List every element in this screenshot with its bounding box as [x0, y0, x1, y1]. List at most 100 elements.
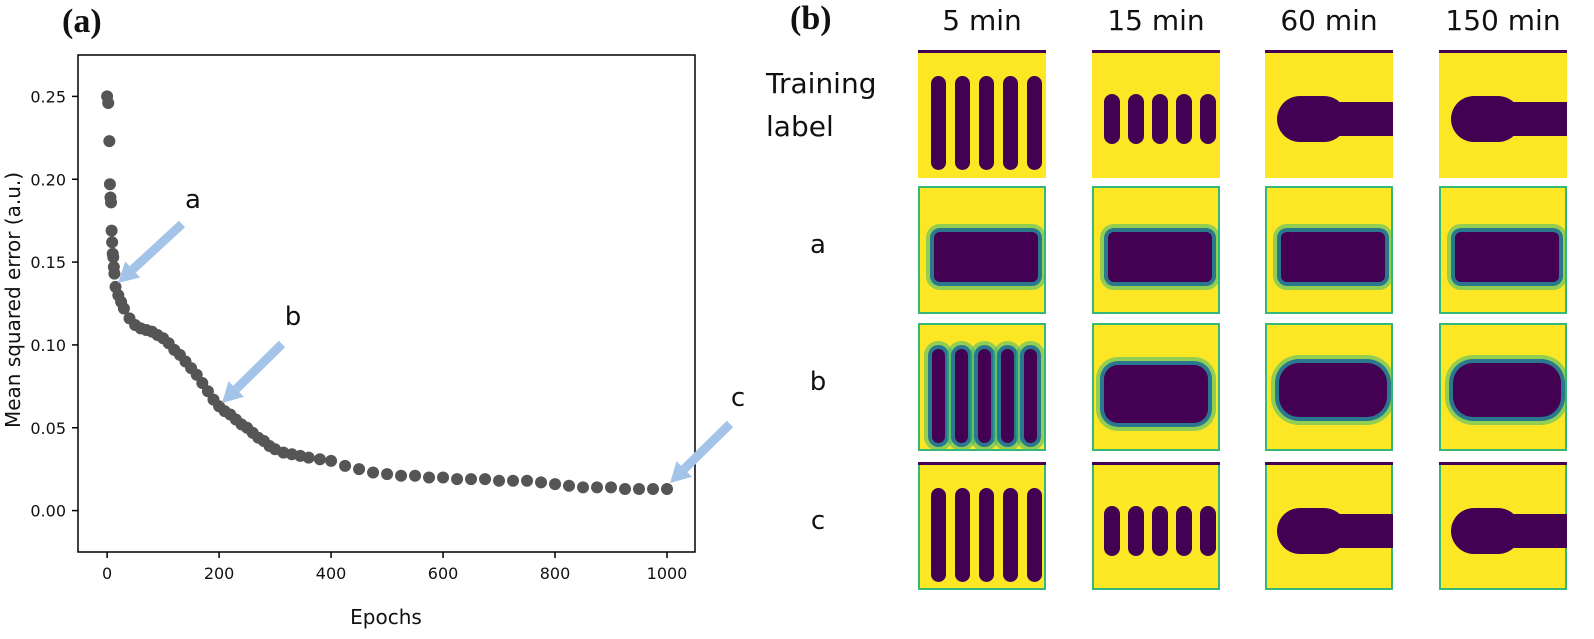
image-shape	[1281, 232, 1385, 282]
image-shape	[932, 349, 945, 443]
image-shape	[1455, 232, 1559, 282]
image-tile	[918, 50, 1046, 178]
image-tile	[1265, 186, 1393, 314]
x-tick-label: 400	[316, 564, 347, 583]
image-shape	[1439, 462, 1567, 465]
data-point	[395, 469, 408, 482]
data-point	[507, 474, 520, 487]
image-shape	[1027, 76, 1042, 170]
y-tick-label: 0.15	[30, 253, 66, 272]
column-title: 60 min	[1280, 4, 1378, 37]
data-point	[105, 196, 118, 209]
panel-label: (a)	[62, 3, 102, 40]
plot-frame	[77, 54, 696, 553]
image-shape	[931, 76, 946, 170]
image-tile	[1439, 50, 1567, 178]
column-title: 5 min	[942, 4, 1022, 37]
data-point	[479, 473, 492, 486]
y-tick-label: 0.05	[30, 419, 66, 438]
image-shape	[1176, 94, 1192, 144]
image-shape	[918, 50, 1046, 53]
data-point	[339, 459, 352, 472]
data-point	[381, 468, 394, 481]
data-point	[465, 473, 478, 486]
panel-label: (b)	[790, 0, 832, 37]
data-point	[108, 267, 121, 280]
column-title: 150 min	[1445, 4, 1561, 37]
annotation-arrowhead	[222, 381, 244, 403]
image-tile	[1439, 462, 1567, 590]
data-point	[577, 481, 590, 494]
image-shape	[1108, 232, 1212, 282]
data-point	[103, 135, 116, 148]
image-shape	[1092, 50, 1220, 53]
image-tile	[1439, 186, 1567, 314]
image-shape	[1104, 94, 1120, 144]
y-axis-label: Mean squared error (a.u.)	[1, 172, 25, 428]
data-point	[619, 483, 632, 496]
image-tile	[1092, 323, 1220, 451]
data-point	[107, 251, 120, 264]
image-shape	[1152, 94, 1168, 144]
y-tick-label: 0.20	[30, 170, 66, 189]
image-shape	[955, 76, 970, 170]
annotation-arrow	[129, 220, 186, 273]
annotation: c	[731, 383, 745, 413]
x-tick-label: 600	[428, 564, 459, 583]
data-point	[367, 466, 380, 479]
data-point	[353, 463, 366, 476]
image-shape	[955, 488, 970, 582]
data-point	[563, 479, 576, 492]
image-shape	[934, 232, 1038, 282]
data-point	[325, 454, 338, 467]
image-shape	[1315, 102, 1393, 136]
data-point	[117, 302, 130, 315]
image-shape	[1453, 363, 1561, 417]
x-tick-label: 800	[540, 564, 571, 583]
image-tile	[1265, 50, 1393, 178]
y-tick-label: 0.00	[30, 502, 66, 521]
image-shape	[1489, 102, 1567, 136]
image-tile	[1092, 186, 1220, 314]
annotation-arrowhead	[118, 261, 141, 283]
row-label: b	[809, 367, 827, 397]
image-shape	[1489, 514, 1567, 548]
data-point	[105, 224, 118, 237]
image-tile	[918, 462, 1046, 590]
image-shape	[1279, 363, 1387, 417]
annotation: b	[285, 302, 302, 332]
data-point	[633, 483, 646, 496]
image-shape	[1128, 506, 1144, 556]
image-tile	[918, 323, 1046, 451]
image-shape	[1001, 349, 1014, 443]
y-tick-label: 0.25	[30, 87, 66, 106]
data-point	[661, 483, 674, 496]
data-point	[313, 453, 326, 466]
image-tile	[918, 186, 1046, 314]
image-shape	[1152, 506, 1168, 556]
data-point	[437, 471, 450, 484]
x-tick-label: 0	[102, 564, 112, 583]
image-shape	[918, 462, 1046, 465]
data-point	[409, 469, 422, 482]
data-point	[493, 474, 506, 487]
image-shape	[1003, 76, 1018, 170]
data-point	[302, 451, 315, 464]
image-shape	[1092, 462, 1220, 465]
image-shape	[1003, 488, 1018, 582]
image-shape	[979, 488, 994, 582]
image-shape	[1104, 506, 1120, 556]
annotation-arrowhead	[670, 461, 692, 483]
image-shape	[1265, 50, 1393, 53]
image-shape	[1128, 94, 1144, 144]
image-tile	[1439, 323, 1567, 451]
x-tick-label: 1000	[647, 564, 688, 583]
x-tick-label: 200	[204, 564, 235, 583]
data-point	[535, 476, 548, 489]
image-shape	[979, 76, 994, 170]
image-shape	[1176, 506, 1192, 556]
image-shape	[1439, 50, 1567, 53]
image-shape	[1027, 488, 1042, 582]
